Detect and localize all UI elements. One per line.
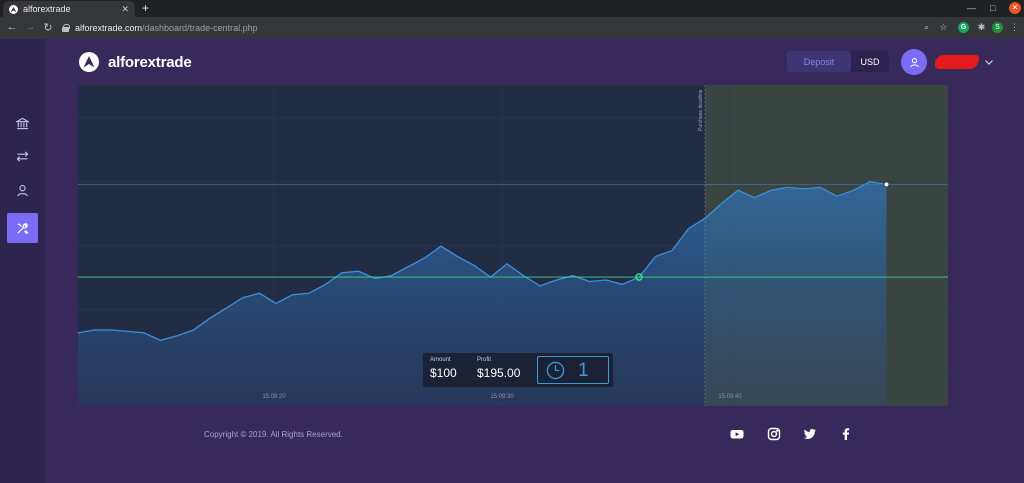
browser-menu-icon[interactable]: ⋮ xyxy=(1010,22,1019,32)
currency-selector[interactable]: USD xyxy=(860,56,880,67)
logo-text: alforextrade xyxy=(108,53,192,71)
entry-point-marker xyxy=(635,273,643,281)
twitter-icon xyxy=(803,428,816,439)
copyright-text: Copyright © 2019. All Rights Reserved. xyxy=(204,430,343,439)
window-minimize-icon[interactable]: — xyxy=(967,3,976,13)
url-path: /dashboard/trade-central.php xyxy=(142,23,258,33)
profile-avatar-icon[interactable]: S xyxy=(992,22,1003,33)
x-tick-label: 15:09:40 xyxy=(718,394,742,400)
tools-icon xyxy=(17,222,29,234)
trade-central-page: alforextrade Deposit USD hidden xyxy=(0,39,1024,483)
amount-value: $100 xyxy=(430,366,457,380)
youtube-link[interactable] xyxy=(729,427,744,441)
browser-tab-bar: alforextrade ✕ + — □ ✕ xyxy=(0,0,1024,17)
clock-icon xyxy=(546,361,565,379)
zoom-search-icon[interactable]: ⌕ xyxy=(923,22,930,32)
user-icon xyxy=(909,57,919,67)
sidebar xyxy=(0,39,45,483)
back-arrow-icon[interactable]: ← xyxy=(6,21,18,33)
tab-title: alforextrade xyxy=(23,4,71,14)
profit-label: Profit xyxy=(477,357,492,363)
extensions-puzzle-icon[interactable]: ✱ xyxy=(977,22,986,32)
forward-arrow-icon[interactable]: → xyxy=(24,21,36,33)
new-tab-button[interactable]: + xyxy=(142,1,150,15)
price-line xyxy=(78,180,887,341)
trade-timer[interactable]: 1 xyxy=(537,356,609,384)
x-tick-label: 15:09:20 xyxy=(262,394,286,400)
profit-value: $195.00 xyxy=(477,366,521,380)
sidebar-item-profile[interactable] xyxy=(7,175,38,205)
sidebar-item-markets[interactable] xyxy=(7,108,38,138)
facebook-link[interactable] xyxy=(838,427,853,441)
reload-icon[interactable]: ↻ xyxy=(43,22,53,34)
url-domain: alforextrade.com xyxy=(75,23,143,33)
trade-profit: Profit $195.00 xyxy=(477,357,520,380)
current-price-marker xyxy=(883,181,890,188)
user-name-redacted[interactable]: hidden xyxy=(935,55,980,69)
instagram-icon xyxy=(767,427,780,441)
chevron-down-icon[interactable] xyxy=(983,56,995,68)
grammarly-extension-icon[interactable]: G xyxy=(958,22,969,33)
url-field[interactable]: alforextrade.com/dashboard/trade-central… xyxy=(58,20,903,36)
amount-label: Amount xyxy=(430,357,451,363)
trade-amount: Amount $100 xyxy=(430,357,457,380)
sidebar-item-trade-tools[interactable] xyxy=(7,213,38,243)
browser-tab[interactable]: alforextrade ✕ xyxy=(3,1,135,17)
instagram-link[interactable] xyxy=(766,427,781,441)
trade-info-panel: Amount $100 Profit $195.00 1 xyxy=(423,353,613,387)
purchase-deadline-label: Purchase deadline xyxy=(698,89,704,131)
deposit-currency-group: Deposit USD xyxy=(787,51,889,72)
user-icon xyxy=(17,184,28,196)
swap-arrows-icon xyxy=(16,150,29,162)
deposit-button[interactable]: Deposit xyxy=(787,51,851,72)
lock-icon xyxy=(62,24,70,32)
x-tick-label: 15:09:30 xyxy=(490,394,514,400)
tab-close-icon[interactable]: ✕ xyxy=(121,3,129,14)
bank-icon xyxy=(16,117,29,129)
alforextrade-logo-icon xyxy=(79,52,99,72)
x-axis-ticks: 15:09:20 15:09:30 15:09:40 xyxy=(262,394,742,400)
browser-address-bar: ← → ↻ alforextrade.com/dashboard/trade-c… xyxy=(0,17,1024,39)
twitter-link[interactable] xyxy=(802,427,817,441)
site-favicon-icon xyxy=(9,4,18,14)
price-chart-svg[interactable]: Purchase deadline 15:09:20 15:09:30 15:09:… xyxy=(78,85,948,406)
avatar[interactable] xyxy=(901,49,927,75)
price-chart[interactable]: Purchase deadline 15:09:20 15:09:30 15:09:… xyxy=(78,85,948,406)
logo[interactable]: alforextrade xyxy=(78,51,192,73)
bookmark-star-icon[interactable]: ☆ xyxy=(939,22,948,32)
youtube-icon xyxy=(730,430,743,439)
sidebar-item-transactions[interactable] xyxy=(7,141,38,171)
window-close-icon[interactable]: ✕ xyxy=(1009,2,1021,14)
timer-value: 1 xyxy=(578,359,589,381)
facebook-icon xyxy=(842,428,849,440)
window-maximize-icon[interactable]: □ xyxy=(990,3,996,13)
price-area xyxy=(78,181,887,406)
